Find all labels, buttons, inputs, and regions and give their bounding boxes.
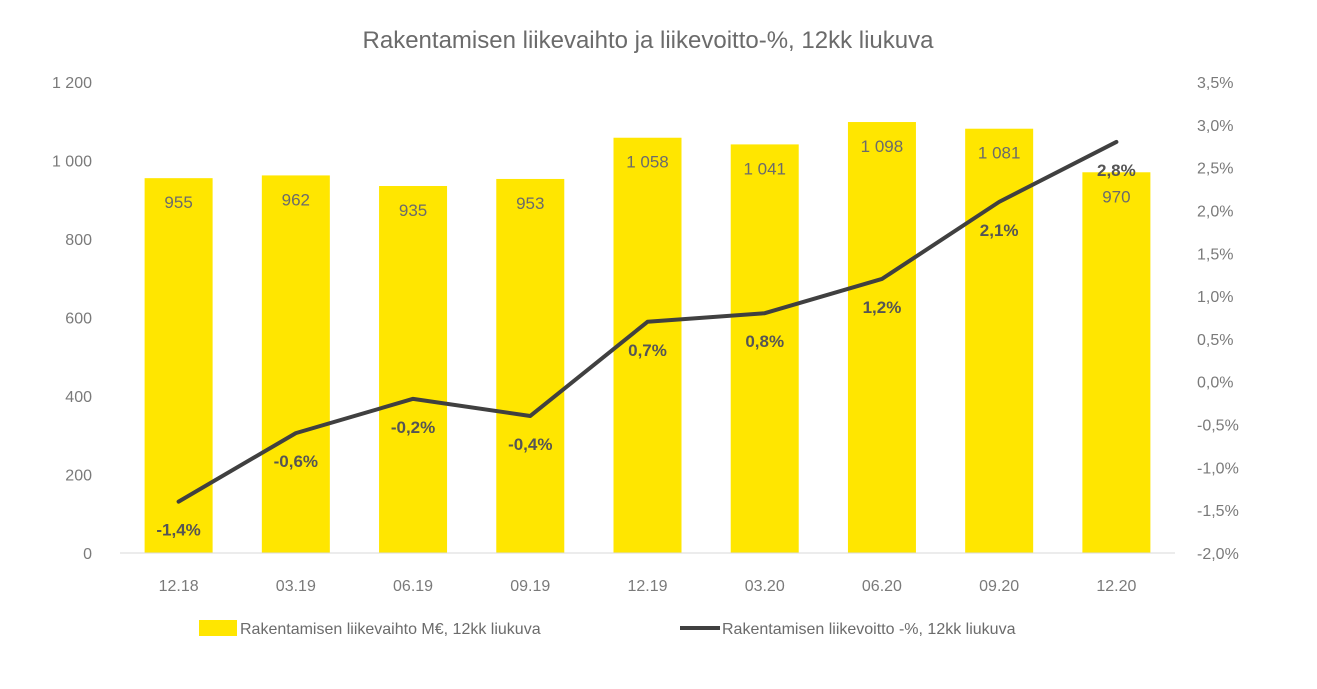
x-tick-label: 09.19 [510,578,550,595]
bar-data-label: 1 058 [626,153,669,172]
legend-label-bar: Rakentamisen liikevaihto M€, 12kk liukuv… [240,621,541,638]
bar-data-label: 1 041 [743,159,786,178]
line-data-label: 0,7% [628,341,667,360]
bar [730,144,799,553]
x-axis: 12.18 03.19 06.19 09.19 12.19 03.20 06.20 09.20… [120,552,1175,595]
right-axis: -2,0% -1,5% -1,0% -0,5% 0,0% 0,5% 1,0% 1,5% 2,0%… [1197,75,1239,563]
right-tick-label: -1,5% [1197,503,1239,520]
line-data-label: -0,4% [508,435,552,454]
bar-data-label: 955 [164,193,192,212]
bar [613,137,682,554]
line-data-label: -0,2% [391,418,435,437]
left-tick-label: 0 [83,546,92,563]
right-tick-label: 3,0% [1197,118,1233,135]
right-tick-label: -2,0% [1197,546,1239,563]
right-tick-label: 0,5% [1197,332,1233,349]
bar-data-label: 953 [516,194,544,213]
line-data-label: 0,8% [745,332,784,351]
line-data-label: -1,4% [156,521,200,540]
line-data-label: 2,8% [1097,161,1136,180]
x-tick-label: 12.18 [159,578,199,595]
right-tick-label: 2,5% [1197,161,1233,178]
right-tick-label: -1,0% [1197,460,1239,477]
x-tick-label: 12.19 [627,578,667,595]
bar [847,122,916,553]
line-data-label: 1,2% [863,298,902,317]
bar-data-label: 1 081 [978,144,1021,163]
right-tick-label: 1,5% [1197,246,1233,263]
x-tick-label: 03.20 [745,578,785,595]
right-tick-label: 1,0% [1197,289,1233,306]
bar [965,128,1034,553]
line-data-labels: -1,4% -0,6% -0,2% -0,4% 0,7% 0,8% 1,2% 2,1% 2,8% [156,161,1135,540]
left-tick-label: 200 [65,468,92,485]
bar-data-label: 935 [399,201,427,220]
left-tick-label: 1 000 [52,154,92,171]
bar [496,178,565,553]
bar-data-label: 1 098 [861,137,904,156]
bar [379,186,448,553]
x-tick-label: 09.20 [979,578,1019,595]
left-tick-label: 1 200 [52,75,92,92]
bar-data-labels: 955 962 935 953 1 058 1 041 1 098 1 081 970 [164,137,1130,220]
right-tick-label: 2,0% [1197,203,1233,220]
left-tick-label: 600 [65,311,92,328]
bar [1082,172,1151,553]
line-series [176,139,1119,504]
left-tick-label: 400 [65,389,92,406]
legend-swatch-bar [199,620,237,636]
bar-data-label: 962 [282,190,310,209]
left-axis: 0 200 400 600 800 1 000 1 200 [52,75,92,563]
right-tick-label: -0,5% [1197,418,1239,435]
bar [144,178,213,553]
chart-title: Rakentamisen liikevaihto ja liikevoitto-… [363,27,935,54]
line-data-label: -0,6% [274,452,318,471]
legend: Rakentamisen liikevaihto M€, 12kk liukuv… [199,620,1016,638]
x-tick-label: 03.19 [276,578,316,595]
x-tick-label: 06.20 [862,578,902,595]
x-tick-label: 06.19 [393,578,433,595]
right-tick-label: 0,0% [1197,375,1233,392]
line-data-label: 2,1% [980,221,1019,240]
x-tick-label: 12.20 [1096,578,1136,595]
bar-series [144,122,1151,554]
bar [261,175,330,554]
bar-data-label: 970 [1102,187,1130,206]
line-path [176,139,1119,504]
right-tick-label: 3,5% [1197,75,1233,92]
left-tick-label: 800 [65,232,92,249]
legend-label-line: Rakentamisen liikevoitto -%, 12kk liukuv… [722,621,1016,638]
